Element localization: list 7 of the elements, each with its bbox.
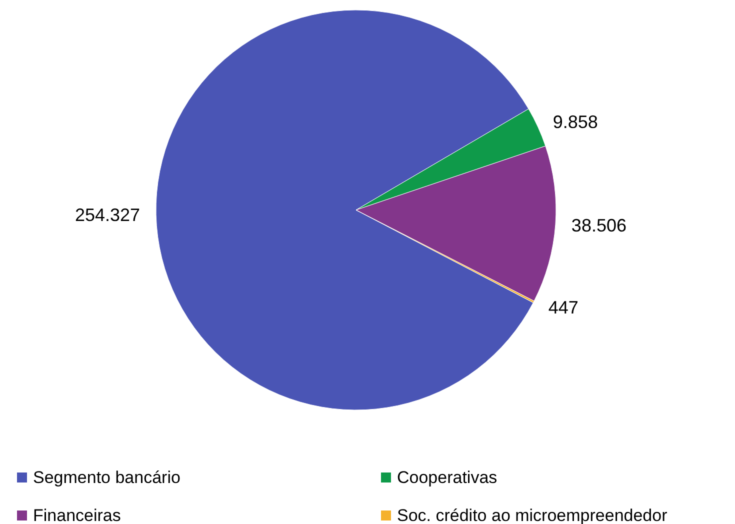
data-label: 254.327 bbox=[74, 205, 140, 226]
legend-label: Financeiras bbox=[33, 506, 121, 524]
legend-label: Segmento bancário bbox=[33, 468, 180, 487]
data-label: 447 bbox=[548, 297, 578, 318]
legend-label: Cooperativas bbox=[397, 468, 498, 487]
data-label: 38.506 bbox=[571, 216, 626, 236]
data-label: 9.858 bbox=[552, 112, 598, 132]
